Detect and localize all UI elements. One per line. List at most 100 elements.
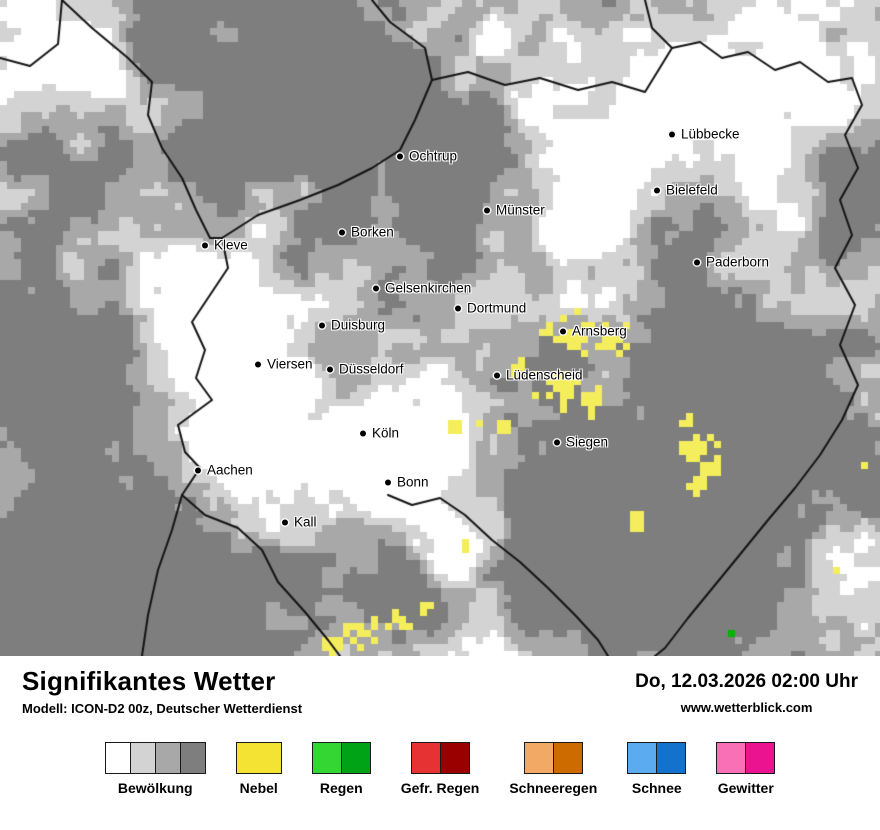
city-label: Borken <box>351 224 394 240</box>
city-marker: Siegen <box>554 435 608 450</box>
legend-label: Bewölkung <box>117 780 193 796</box>
valid-datetime: Do, 12.03.2026 02:00 Uhr <box>635 671 858 692</box>
city-dot-icon <box>319 322 325 328</box>
legend-label: Schnee <box>631 780 682 796</box>
footer-left: Signifikantes Wetter Modell: ICON-D2 00z… <box>22 666 302 716</box>
city-label: Duisburg <box>331 317 386 333</box>
city-dot-icon <box>327 366 333 372</box>
city-label: Aachen <box>207 462 253 478</box>
city-dot-icon <box>669 131 675 137</box>
legend-swatch <box>311 742 342 774</box>
city-marker: Dortmund <box>455 301 526 316</box>
city-label: Viersen <box>267 356 313 372</box>
city-marker: Ochtrup <box>397 149 457 164</box>
city-label: Arnsberg <box>572 323 627 339</box>
city-marker: Kleve <box>202 238 248 253</box>
footer-right: Do, 12.03.2026 02:00 Uhr www.wetterblick… <box>635 666 858 715</box>
legend-group: Bewölkung <box>104 742 206 796</box>
legend-swatch <box>104 742 131 774</box>
city-marker: Viersen <box>255 357 313 372</box>
city-label: Lüdenscheid <box>506 367 583 383</box>
legend-group: Schneeregen <box>509 742 597 796</box>
city-dot-icon <box>255 361 261 367</box>
city-marker: Münster <box>484 203 545 218</box>
city-label: Bonn <box>397 474 429 490</box>
city-dot-icon <box>694 259 700 265</box>
city-dot-icon <box>484 207 490 213</box>
legend-swatch <box>154 742 181 774</box>
city-dot-icon <box>195 467 201 473</box>
city-marker: Lüdenscheid <box>494 368 583 383</box>
map: Ochtrup Lübbecke Münster Bielefeld Borken Kle… <box>0 0 880 656</box>
page-title: Signifikantes Wetter <box>22 666 276 696</box>
legend-swatch-row <box>523 742 583 774</box>
city-marker: Düsseldorf <box>327 362 404 377</box>
city-label: Kall <box>294 514 317 530</box>
legend: Bewölkung Nebel Regen Gefr. Regen Schneerege… <box>0 742 880 796</box>
weather-map-canvas <box>0 0 880 656</box>
legend-swatch <box>340 742 371 774</box>
legend-label: Regen <box>319 780 363 796</box>
legend-label: Gefr. Regen <box>400 780 480 796</box>
city-dot-icon <box>202 242 208 248</box>
legend-swatch-row <box>627 742 687 774</box>
website-url: www.wetterblick.com <box>680 700 813 715</box>
city-marker: Bielefeld <box>654 183 718 198</box>
city-dot-icon <box>654 187 660 193</box>
city-dot-icon <box>360 430 366 436</box>
city-marker: Arnsberg <box>560 324 627 339</box>
legend-swatch <box>523 742 554 774</box>
page: Ochtrup Lübbecke Münster Bielefeld Borken Kle… <box>0 0 880 796</box>
legend-label: Gewitter <box>717 780 774 796</box>
city-label: Siegen <box>566 434 609 450</box>
legend-swatch-row <box>410 742 470 774</box>
city-dot-icon <box>339 229 345 235</box>
legend-swatch-row <box>235 742 282 774</box>
city-marker: Bonn <box>385 475 429 490</box>
city-dot-icon <box>282 519 288 525</box>
legend-group: Regen <box>311 742 371 796</box>
legend-swatch <box>179 742 206 774</box>
map-overlay: Ochtrup Lübbecke Münster Bielefeld Borken Kle… <box>195 127 769 530</box>
legend-swatch <box>129 742 156 774</box>
legend-swatch <box>439 742 470 774</box>
legend-swatch <box>656 742 687 774</box>
city-label: Kleve <box>214 237 248 253</box>
legend-group: Schnee <box>627 742 687 796</box>
city-dot-icon <box>397 153 403 159</box>
legend-label: Nebel <box>239 780 278 796</box>
legend-group: Nebel <box>235 742 282 796</box>
city-label: Köln <box>372 425 400 441</box>
city-label: Bielefeld <box>666 182 718 198</box>
city-label: Lübbecke <box>681 126 740 142</box>
city-marker: Borken <box>339 225 394 240</box>
city-dot-icon <box>385 479 391 485</box>
legend-swatch <box>552 742 583 774</box>
city-label: Münster <box>496 202 545 218</box>
city-label: Gelsenkirchen <box>385 280 472 296</box>
legend-swatch <box>716 742 747 774</box>
city-marker: Köln <box>360 426 399 441</box>
legend-group: Gewitter <box>716 742 776 796</box>
city-marker: Aachen <box>195 463 253 478</box>
city-marker: Paderborn <box>694 255 769 270</box>
legend-group: Gefr. Regen <box>400 742 480 796</box>
legend-swatch-row <box>104 742 206 774</box>
city-label: Paderborn <box>706 254 770 270</box>
legend-swatch-row <box>716 742 776 774</box>
city-marker: Kall <box>282 515 317 530</box>
model-info: Modell: ICON-D2 00z, Deutscher Wetterdie… <box>22 701 303 716</box>
legend-swatch <box>235 742 282 774</box>
city-dot-icon <box>560 328 566 334</box>
city-dot-icon <box>554 439 560 445</box>
city-dot-icon <box>494 372 500 378</box>
legend-swatch <box>745 742 776 774</box>
city-label: Düsseldorf <box>339 361 404 377</box>
legend-swatch <box>627 742 658 774</box>
footer: Signifikantes Wetter Modell: ICON-D2 00z… <box>0 656 880 716</box>
city-dot-icon <box>455 305 461 311</box>
city-label: Dortmund <box>467 300 527 316</box>
city-label: Ochtrup <box>409 148 458 164</box>
city-marker: Lübbecke <box>669 127 740 142</box>
legend-label: Schneeregen <box>509 780 598 796</box>
